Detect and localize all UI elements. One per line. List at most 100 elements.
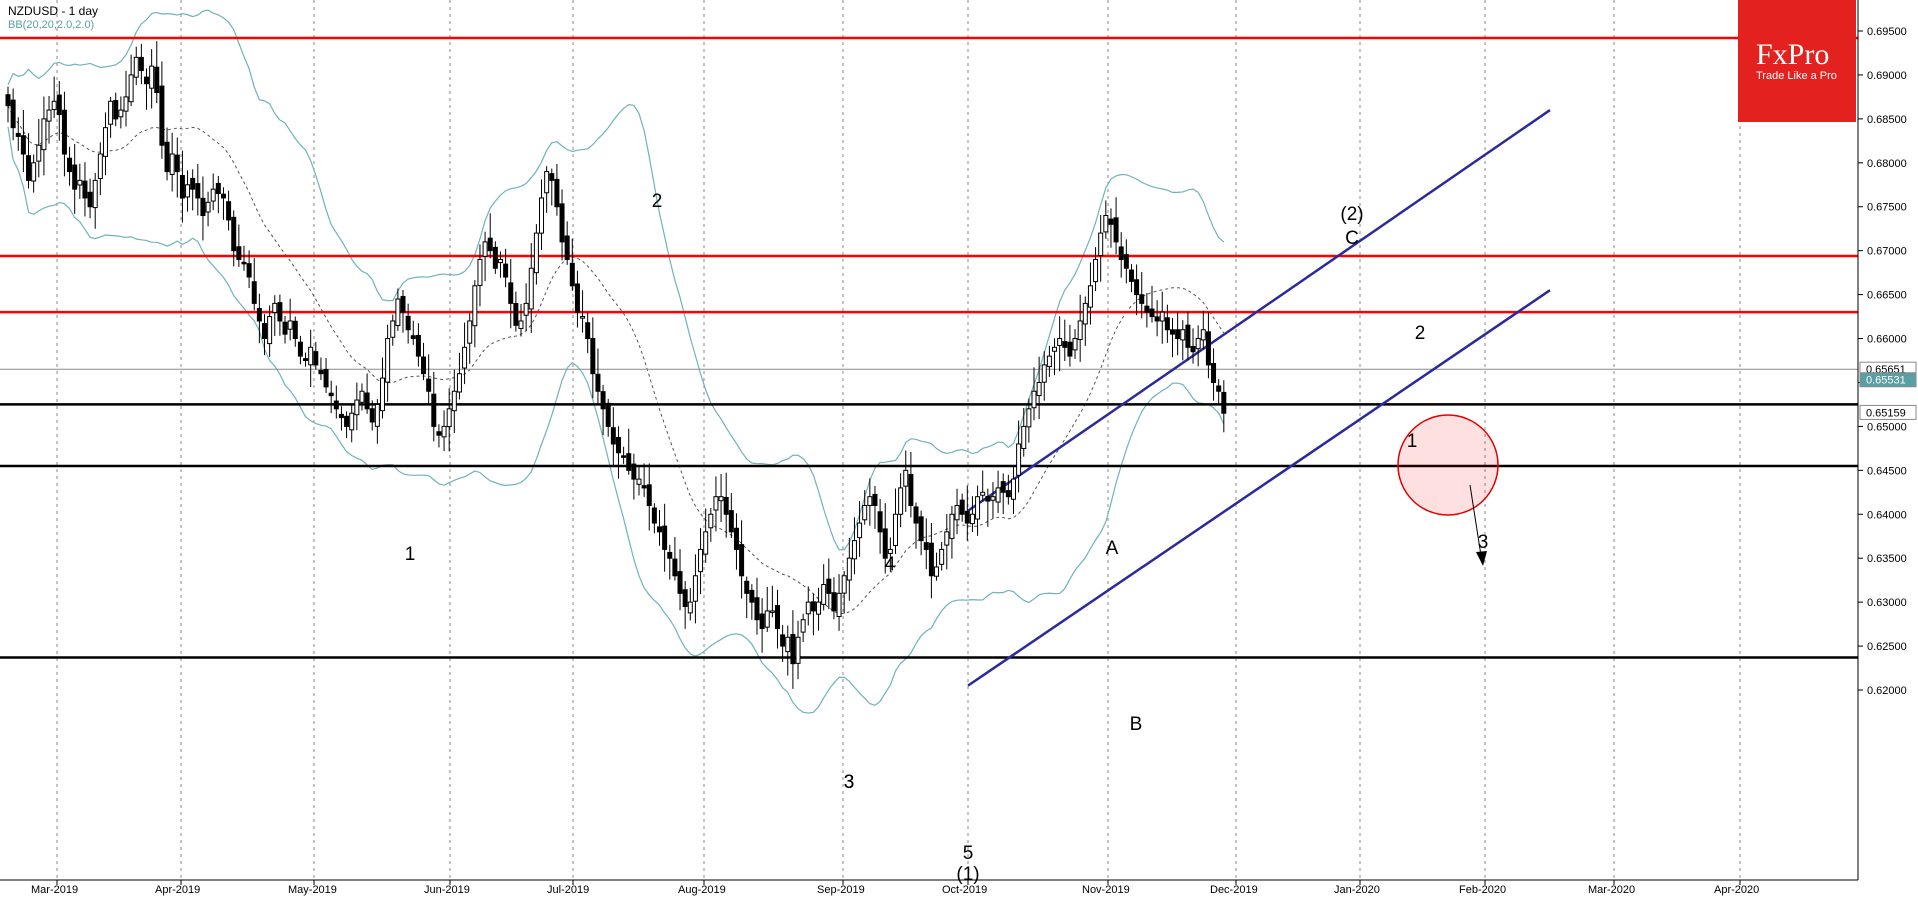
highlight-circle <box>1397 414 1499 516</box>
candle-down <box>431 393 437 427</box>
candle-down <box>1005 490 1011 498</box>
candle-up <box>887 548 893 554</box>
candle-down <box>87 191 93 208</box>
candle-down <box>1164 317 1170 331</box>
candle-up <box>118 109 124 118</box>
candle-up <box>385 338 391 383</box>
candle-up <box>210 188 216 202</box>
candle-up <box>1031 390 1037 409</box>
y-tick-label: 0.62500 <box>1867 641 1907 653</box>
candle-down <box>405 315 411 331</box>
candle-down <box>662 525 668 550</box>
candle-up <box>1036 381 1042 397</box>
candle-up <box>1082 302 1088 325</box>
candle-down <box>549 173 555 181</box>
candle-up <box>841 575 847 594</box>
candle-up <box>477 258 483 286</box>
candle-down <box>313 351 319 366</box>
candle-up <box>441 425 447 438</box>
candle-down <box>56 94 62 115</box>
candle-down <box>113 100 119 120</box>
candle-up <box>123 96 129 112</box>
y-tick-label: 0.68000 <box>1867 158 1907 170</box>
candle-down <box>667 551 673 559</box>
candle-up <box>92 179 98 209</box>
candle-down <box>251 281 257 304</box>
candle-down <box>1062 341 1068 348</box>
wave-label: 1 <box>405 544 416 565</box>
candle-down <box>1211 363 1217 383</box>
candle-down <box>882 528 888 559</box>
candle-up <box>816 601 822 615</box>
price-tag-box <box>1859 372 1917 388</box>
candle-down <box>600 391 606 410</box>
candle-down <box>733 527 739 550</box>
candle-down <box>200 197 206 217</box>
candle-up <box>713 496 719 511</box>
candle-up <box>867 496 873 506</box>
indicator-label: BB(20,20,2.0,2.0) <box>8 19 95 31</box>
candle-down <box>508 282 514 304</box>
candle-up <box>169 153 175 175</box>
channel-upper-line <box>967 109 1551 512</box>
candle-down <box>631 463 637 480</box>
candle-down <box>328 392 334 397</box>
x-tick-label: Apr-2020 <box>1714 884 1759 896</box>
candle-up <box>990 496 996 501</box>
y-tick-label: 0.64000 <box>1867 509 1907 521</box>
price-tag-label: 0.65531 <box>1866 375 1906 387</box>
candle-up <box>51 100 57 111</box>
candle-down <box>682 589 688 608</box>
wave-label: A <box>1106 538 1119 559</box>
candle-down <box>282 321 288 335</box>
candle-down <box>646 484 652 506</box>
symbol-label: NZDUSD - 1 day <box>8 4 99 18</box>
candle-down <box>908 474 914 506</box>
candle-down <box>292 320 298 340</box>
candle-up <box>462 346 468 369</box>
candle-up <box>128 74 134 103</box>
candle-down <box>554 178 560 208</box>
candle-up <box>1041 364 1047 383</box>
candle-up <box>533 232 539 274</box>
candle-down <box>61 109 67 155</box>
bb-upper <box>7 9 1225 551</box>
candle-up <box>1046 355 1052 368</box>
candle-down <box>344 415 350 427</box>
candle-up <box>36 144 42 162</box>
candle-down <box>723 496 729 515</box>
candle-up <box>379 377 385 412</box>
bollinger-bands <box>7 9 1225 714</box>
trend-channel <box>967 109 1551 687</box>
y-tick-label: 0.68500 <box>1867 114 1907 126</box>
candle-down <box>436 431 442 436</box>
candle-down <box>749 589 755 603</box>
candle-up <box>467 320 473 344</box>
candle-up <box>497 258 503 264</box>
candle-down <box>585 322 591 340</box>
candle-up <box>374 403 380 427</box>
candle-down <box>144 76 150 85</box>
candle-down <box>513 303 519 326</box>
candle-up <box>1077 320 1083 341</box>
candle-down <box>626 453 632 471</box>
plot-area <box>0 0 1858 880</box>
candle-up <box>805 601 811 615</box>
candle-up <box>836 592 842 617</box>
y-tick-label: 0.62000 <box>1867 685 1907 697</box>
x-tick-label: Jul-2019 <box>547 884 589 896</box>
wave-label: 2 <box>652 191 663 212</box>
y-tick-label: 0.69500 <box>1867 26 1907 38</box>
candle-up <box>800 619 806 633</box>
wave-label: 3 <box>844 772 855 793</box>
candle-down <box>297 341 303 357</box>
candle-up <box>518 320 524 329</box>
price-axis: 0.69500 0.69000 0.68500 0.68000 0.67500 0.670… <box>1858 26 1907 697</box>
wave-label: 1 <box>1407 431 1418 452</box>
candle-down <box>1108 218 1114 225</box>
candle-down <box>215 182 221 195</box>
candle-up <box>939 548 945 565</box>
y-tick-label: 0.63000 <box>1867 597 1907 609</box>
candle-down <box>610 427 616 445</box>
